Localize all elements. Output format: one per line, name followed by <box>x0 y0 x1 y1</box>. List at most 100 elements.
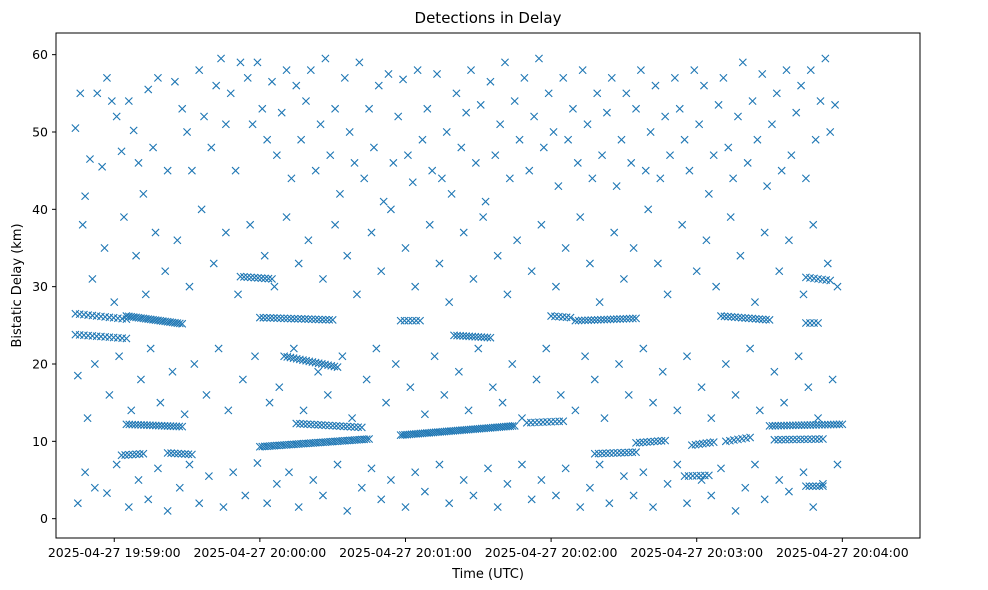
detection-point <box>153 464 162 473</box>
detection-point <box>491 151 500 160</box>
detection-point <box>606 315 615 324</box>
detection-point <box>787 151 796 160</box>
detection-point <box>806 421 815 429</box>
detection-point <box>302 356 311 365</box>
detection-point <box>157 421 166 430</box>
detection-point <box>250 273 259 282</box>
detection-point <box>791 421 800 430</box>
detection-point <box>340 73 349 82</box>
detection-point <box>815 420 824 429</box>
detection-point <box>594 449 603 458</box>
detection-point <box>272 479 281 488</box>
detection-point <box>481 197 490 206</box>
detection-point <box>784 487 793 496</box>
detection-point <box>314 420 323 429</box>
detection-point <box>459 476 468 484</box>
x-tick-label: 2025-04-27 20:02:00 <box>485 545 618 560</box>
detection-point <box>122 420 131 429</box>
detection-point <box>775 476 784 484</box>
detection-point <box>276 314 285 323</box>
detection-point <box>226 89 235 98</box>
detection-point <box>542 344 551 353</box>
detection-point <box>117 147 126 156</box>
detection-point <box>121 451 130 459</box>
y-tick-label: 20 <box>32 356 48 371</box>
detection-point <box>809 220 818 229</box>
detection-point <box>577 316 586 325</box>
detection-point <box>469 491 478 500</box>
detection-point <box>826 420 835 429</box>
y-tick-label: 10 <box>32 434 48 449</box>
detection-point <box>658 367 667 376</box>
detection-point <box>578 66 587 75</box>
detection-point <box>459 228 468 237</box>
detection-point <box>170 77 179 86</box>
detection-point <box>132 251 141 260</box>
detection-point <box>508 422 517 431</box>
detection-point <box>704 471 713 480</box>
detection-point <box>818 479 827 488</box>
detection-point <box>314 315 323 324</box>
detection-point <box>253 58 262 67</box>
detection-point <box>323 390 332 399</box>
detection-point <box>266 313 275 322</box>
detection-point <box>115 352 124 361</box>
detection-point <box>217 54 226 63</box>
detection-point <box>102 73 111 82</box>
detection-point <box>501 58 509 67</box>
detection-point <box>374 81 383 90</box>
detection-point <box>508 360 517 368</box>
plot-frame <box>55 32 921 539</box>
detection-point <box>598 449 607 458</box>
detection-point <box>806 66 815 75</box>
detection-point <box>365 435 374 443</box>
detection-point <box>673 460 682 469</box>
detection-point <box>462 332 471 341</box>
detection-point <box>632 438 641 447</box>
detection-point <box>149 143 158 152</box>
detection-point <box>78 220 87 229</box>
detection-point <box>175 483 184 492</box>
detection-point <box>593 315 602 324</box>
x-tick-label: 2025-04-27 19:59:00 <box>48 545 181 560</box>
detection-point <box>792 108 801 117</box>
detection-point <box>384 69 393 78</box>
detection-point <box>733 112 742 121</box>
detection-point <box>224 406 233 415</box>
detection-point <box>534 54 543 63</box>
detection-point <box>777 166 786 175</box>
detection-point <box>365 104 374 113</box>
detection-point <box>602 108 611 117</box>
detection-point <box>622 89 631 98</box>
detection-point <box>656 174 665 183</box>
detection-point <box>590 315 599 324</box>
detection-point <box>823 259 832 268</box>
detection-point <box>83 414 92 423</box>
detection-point <box>292 419 301 428</box>
detection-point <box>453 331 462 340</box>
detection-point <box>650 437 659 446</box>
detection-point <box>345 128 354 136</box>
detection-point <box>602 449 611 458</box>
detection-point <box>335 189 344 198</box>
detection-point <box>134 420 143 429</box>
detection-point <box>280 314 289 323</box>
detection-point <box>195 499 204 508</box>
detection-point <box>661 112 670 121</box>
detection-point <box>520 73 529 82</box>
detection-point <box>799 290 808 299</box>
detection-point <box>401 244 410 252</box>
detection-point <box>412 316 421 325</box>
detection-point <box>195 66 204 75</box>
detection-point <box>816 97 825 106</box>
detection-point <box>576 503 585 512</box>
detection-point <box>107 97 116 106</box>
detection-point <box>530 112 539 121</box>
detection-point <box>131 420 140 429</box>
detection-point <box>632 448 641 457</box>
x-tick-label: 2025-04-27 20:00:00 <box>193 545 326 560</box>
detection-point <box>246 220 255 229</box>
detection-point <box>309 476 318 484</box>
